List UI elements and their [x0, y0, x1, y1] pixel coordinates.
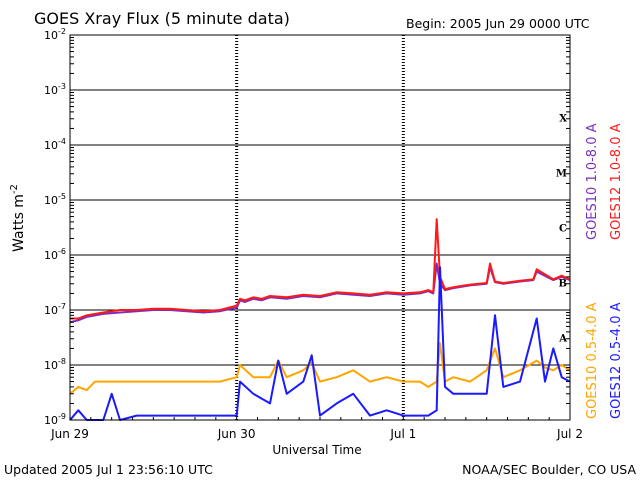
y-tick-label: 10-4: [44, 137, 66, 152]
y-tick-base: 10: [44, 414, 58, 427]
y-tick-label: 10-6: [44, 247, 66, 262]
y-tick-base: 10: [44, 304, 58, 317]
y-tick-exp: -9: [58, 412, 66, 421]
y-tick-label: 10-8: [44, 357, 66, 372]
begin-label: Begin: 2005 Jun 29 0000 UTC: [406, 16, 590, 31]
flare-class-label: B: [559, 279, 567, 290]
series-line-goes12-1-0-8-0-a: [70, 218, 571, 320]
chart-title: GOES Xray Flux (5 minute data): [34, 9, 290, 28]
y-tick-exp: -7: [58, 302, 66, 311]
y-tick-label: 10-5: [44, 192, 66, 207]
legend-label: GOES10 1.0-8.0 A: [585, 123, 600, 240]
footer-credit: NOAA/SEC Boulder, CO USA: [462, 462, 636, 477]
flare-class-label: C: [559, 224, 567, 235]
flare-class-label: X: [559, 114, 567, 125]
flare-class-label: M: [556, 169, 567, 180]
series-line-goes10-0-5-4-0-a: [69, 342, 571, 395]
y-tick-exp: -5: [58, 192, 66, 201]
y-tick-label: 10-9: [44, 412, 66, 427]
footer-updated: Updated 2005 Jul 1 23:56:10 UTC: [4, 462, 213, 477]
x-tick-label: Jul 1: [389, 427, 416, 441]
legend-entry: GOES10 0.5-4.0 A: [585, 302, 600, 419]
x-axis-title: Universal Time: [272, 443, 361, 457]
legend-entry: GOES12 0.5-4.0 A: [609, 302, 624, 419]
plot-frame: [69, 34, 571, 421]
y-tick-base: 10: [44, 139, 58, 152]
y-tick-exp: -6: [58, 247, 66, 256]
series-layer: [69, 218, 571, 421]
legend: GOES10 1.0-8.0 A GOES12 1.0-8.0 A GOES10 0…: [585, 123, 624, 419]
y-tick-base: 10: [44, 249, 58, 262]
flare-class-label: A: [558, 334, 567, 345]
y-tick-exp: -4: [58, 137, 66, 146]
y-tick-base: 10: [44, 29, 58, 42]
x-tick-label: Jun 29: [50, 427, 89, 441]
y-tick-label: 10-3: [44, 82, 66, 97]
y-tick-exp: -8: [58, 357, 66, 366]
svg-text:Watts m-2: Watts m-2: [9, 184, 27, 252]
y-tick-exp: -3: [58, 82, 66, 91]
y-tick-label: 10-2: [44, 27, 66, 42]
y-axis-title: Watts m-2: [9, 184, 27, 252]
legend-label: GOES12 1.0-8.0 A: [609, 123, 624, 240]
y-tick-label: 10-7: [44, 302, 66, 317]
y-tick-base: 10: [44, 359, 58, 372]
legend-label: GOES12 0.5-4.0 A: [609, 302, 624, 419]
legend-entry: GOES12 1.0-8.0 A: [609, 123, 624, 240]
y-tick-base: 10: [44, 194, 58, 207]
y-tick-base: 10: [44, 84, 58, 97]
x-tick-label: Jul 2: [556, 427, 583, 441]
legend-label: GOES10 0.5-4.0 A: [585, 302, 600, 419]
legend-entry: GOES10 1.0-8.0 A: [585, 123, 600, 240]
series-line-goes12-0-5-4-0-a: [69, 266, 571, 421]
y-axis-title-main: Watts m: [11, 194, 27, 252]
x-tick-label: Jun 30: [217, 427, 256, 441]
y-tick-exp: -2: [58, 27, 66, 36]
y-axis-title-sup: -2: [9, 184, 20, 194]
